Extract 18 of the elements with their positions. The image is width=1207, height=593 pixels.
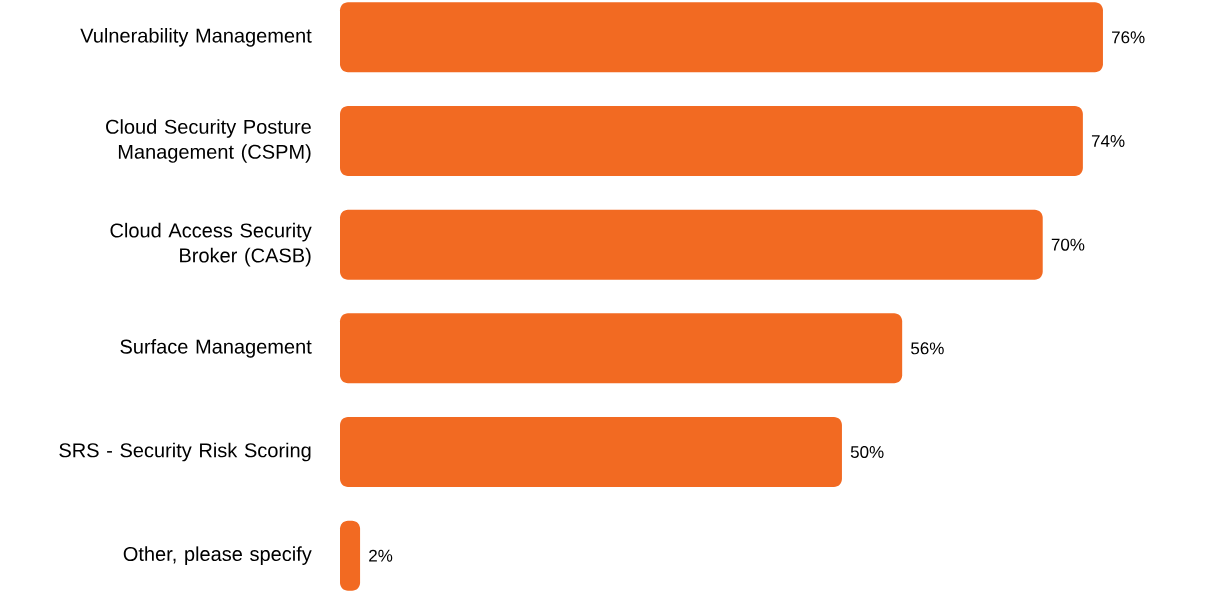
bar <box>340 209 1043 280</box>
data-label: 2% <box>369 549 393 562</box>
y-tick-label: SRS - Security Risk Scoring <box>59 442 311 462</box>
y-tick-label: Cloud Access Security Broker (CASB) <box>110 222 312 267</box>
data-label: 56% <box>911 342 944 355</box>
y-tick-label: Surface Management <box>120 339 312 358</box>
y-tick-label: Cloud Security Posture Management (CSPM) <box>106 119 311 163</box>
data-label: 74% <box>1091 135 1125 147</box>
bar <box>340 105 1083 176</box>
data-label: 50% <box>850 445 884 459</box>
y-tick-label: Other, please specify <box>123 546 312 565</box>
y-tick-label: Vulnerability Management <box>80 28 312 47</box>
bar <box>340 2 1103 73</box>
bar <box>340 520 361 591</box>
bar <box>340 417 842 487</box>
bar <box>340 313 903 384</box>
data-label: 70% <box>1051 238 1085 251</box>
data-label: 76% <box>1112 31 1145 44</box>
